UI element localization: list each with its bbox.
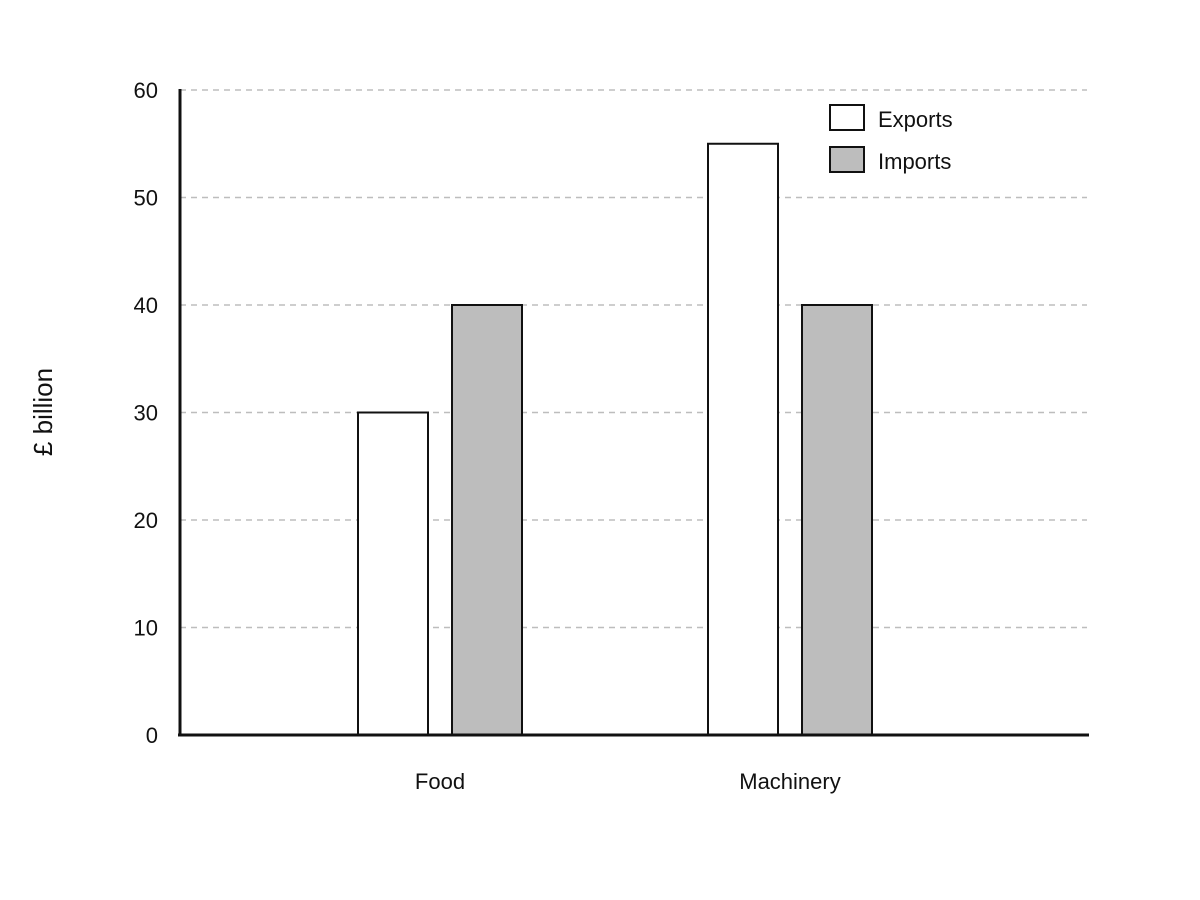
legend-swatch-imports (829, 146, 865, 173)
x-category-labels: Food Machinery (415, 769, 841, 794)
bar-exports-food (357, 411, 429, 736)
y-axis-title: £ billion (28, 368, 58, 456)
y-tick-labels: 0 10 20 30 40 50 60 (134, 78, 158, 748)
y-tick-label: 50 (134, 186, 158, 211)
legend: Exports Imports (829, 104, 953, 174)
y-tick-label: 60 (134, 78, 158, 103)
bar-exports-machinery (707, 142, 779, 736)
legend-swatch-exports (829, 104, 865, 131)
legend-label-imports: Imports (878, 149, 951, 174)
x-category-label: Food (415, 769, 465, 794)
grid-layer (180, 89, 1087, 629)
legend-label-exports: Exports (878, 107, 953, 132)
bars (357, 142, 873, 736)
y-tick-label: 0 (146, 723, 158, 748)
axes (178, 89, 1089, 737)
y-tick-label: 40 (134, 293, 158, 318)
y-tick-label: 10 (134, 616, 158, 641)
x-category-label: Machinery (739, 769, 840, 794)
y-tick-label: 20 (134, 508, 158, 533)
bar-imports-food (451, 304, 523, 736)
y-tick-label: 30 (134, 401, 158, 426)
bar-imports-machinery (801, 304, 873, 736)
